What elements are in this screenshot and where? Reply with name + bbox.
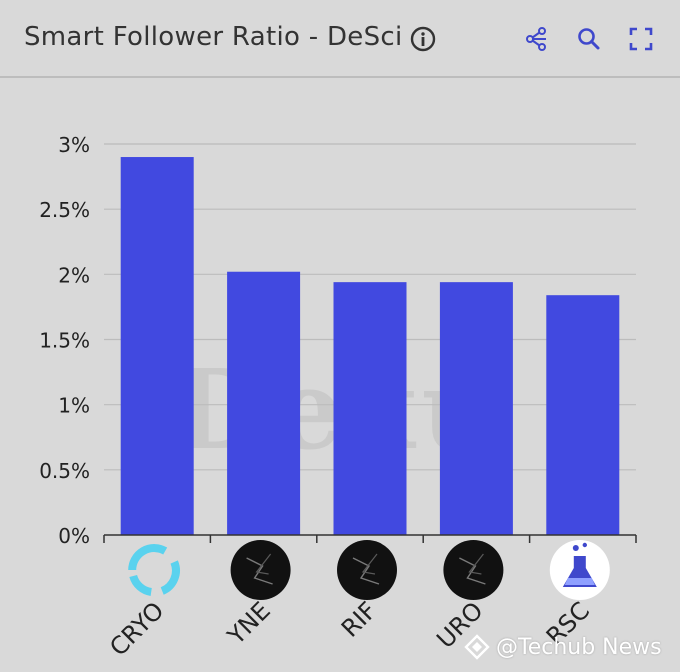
diamond-logo-icon [464, 634, 490, 660]
chart-title: Smart Follower Ratio - DeSci [24, 22, 403, 52]
bar-uro[interactable] [439, 282, 513, 535]
share-icon[interactable] [524, 26, 550, 52]
bar-yne[interactable] [227, 271, 301, 535]
bar-rsc[interactable] [546, 295, 620, 535]
y-tick-label: 3% [58, 133, 90, 157]
y-tick-label: 1.5% [39, 329, 90, 353]
x-tick-label-yne: YNE [222, 596, 276, 650]
token-logo-uro [443, 540, 504, 600]
bar-cryo[interactable] [120, 157, 194, 536]
bar-chart: Dexu 0%0.5%1%1.5%2%2.5%3% CRYOYNERIFUROR… [39, 133, 637, 662]
token-logo-cryo [128, 544, 180, 596]
info-icon[interactable] [410, 26, 436, 52]
token-logo-yne [230, 540, 291, 600]
y-tick-label: 2% [58, 263, 90, 287]
token-logo-rsc [549, 540, 610, 600]
chart-header: Smart Follower Ratio - DeSci [0, 0, 680, 78]
zoom-icon[interactable] [576, 26, 602, 52]
y-tick-label: 0% [58, 524, 90, 548]
token-logo-rif [337, 540, 397, 600]
watermark-text: @Techub News [496, 634, 662, 660]
watermark: @Techub News [464, 632, 662, 662]
y-tick-label: 2.5% [39, 198, 90, 222]
fullscreen-icon[interactable] [628, 26, 654, 52]
x-tick-label-cryo: CRYO [104, 596, 169, 661]
y-tick-label: 1% [58, 394, 90, 418]
y-tick-label: 0.5% [39, 459, 90, 483]
x-tick-label-rif: RIF [336, 596, 382, 642]
bar-rif[interactable] [333, 282, 407, 535]
